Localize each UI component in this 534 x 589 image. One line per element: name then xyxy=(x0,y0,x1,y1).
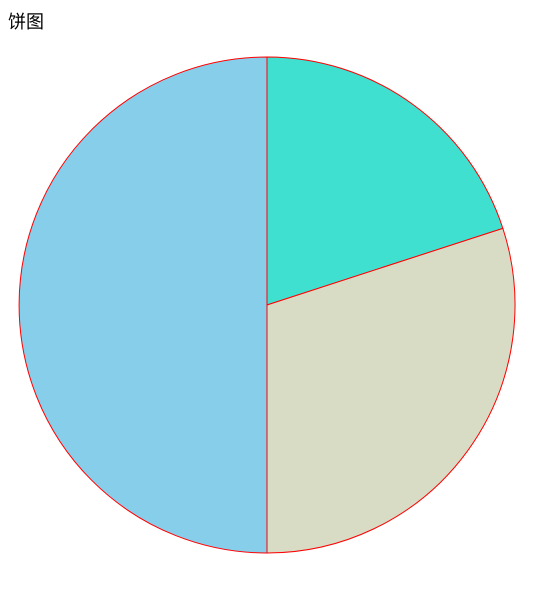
pie-slice-slice-1 xyxy=(19,57,267,553)
pie-chart xyxy=(17,35,517,575)
pie-chart-container xyxy=(17,35,517,575)
chart-title: 饼图 xyxy=(8,8,44,34)
